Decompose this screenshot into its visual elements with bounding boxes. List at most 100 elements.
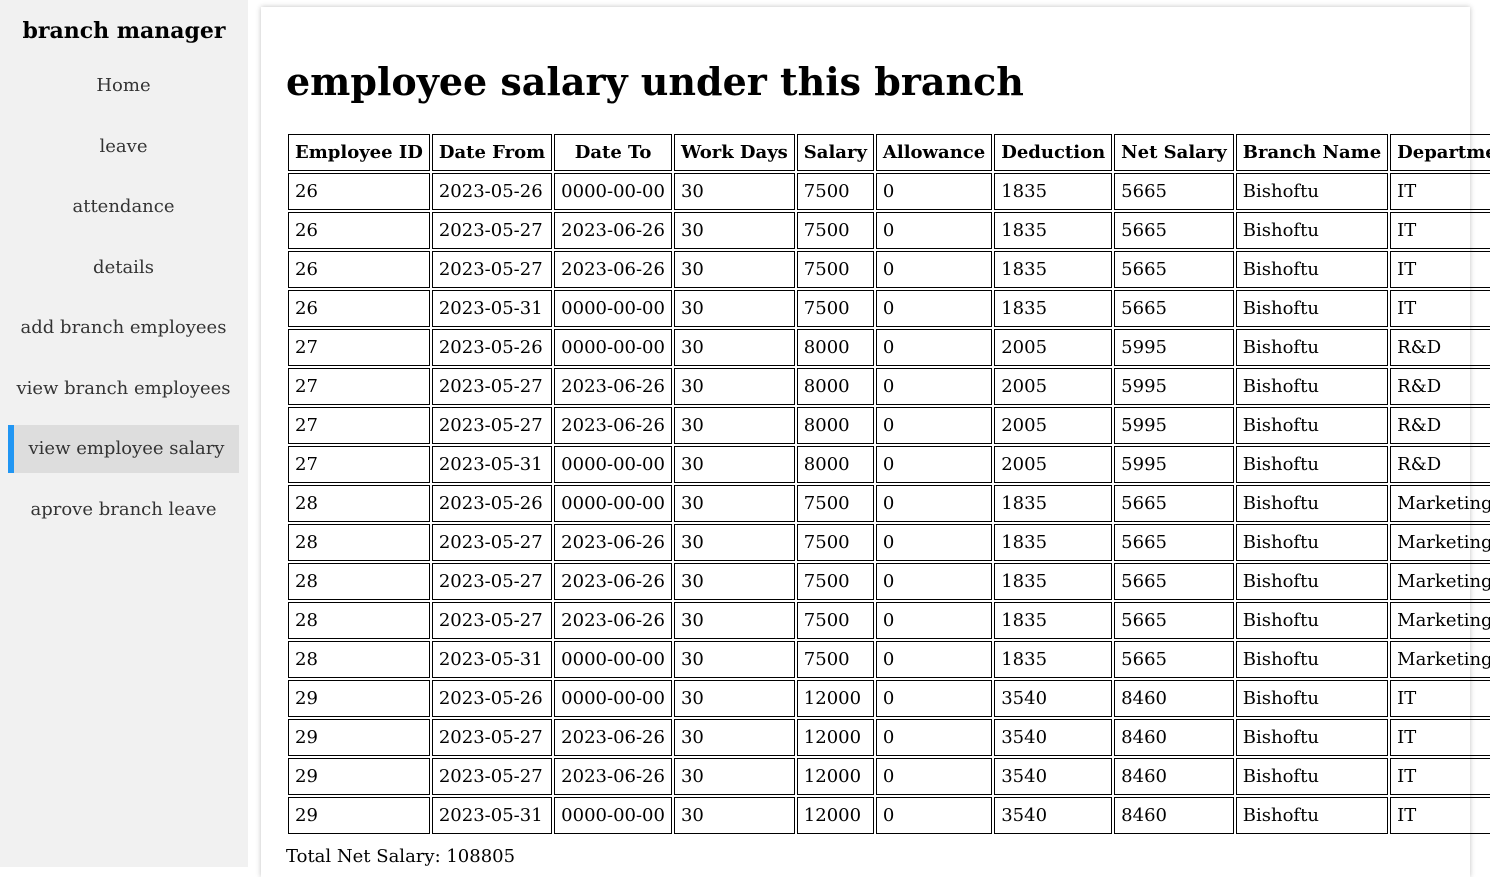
table-body: 26 2023-05-26 0000-00-00 30 7500 0 1835 5665 Bis… (288, 173, 1490, 834)
table-cell: 2023-05-27 (431, 251, 553, 288)
table-cell: Bishoftu (1235, 446, 1389, 483)
table-cell: 0 (875, 797, 993, 834)
table-cell: R&D (1390, 407, 1490, 444)
table-cell: 2023-06-26 (554, 251, 672, 288)
table-cell: 0 (875, 602, 993, 639)
table-cell: 30 (673, 602, 795, 639)
column-header: Allowance (875, 134, 993, 171)
table-cell: 2005 (994, 407, 1113, 444)
sidebar-item-home[interactable]: Home (96, 75, 151, 96)
table-cell: 5665 (1114, 251, 1234, 288)
table-cell: 0 (875, 524, 993, 561)
table-cell: 2023-05-27 (431, 407, 553, 444)
table-cell: 30 (673, 797, 795, 834)
table-cell: 30 (673, 758, 795, 795)
table-cell: 2005 (994, 329, 1113, 366)
table-cell: 29 (288, 680, 430, 717)
table-cell: 8460 (1114, 680, 1234, 717)
table-cell: IT (1390, 758, 1490, 795)
table-row: 26 2023-05-26 0000-00-00 30 7500 0 1835 5665 Bis… (288, 173, 1490, 210)
column-header: Work Days (673, 134, 795, 171)
sidebar: branch manager Home leave attendance det… (0, 0, 248, 867)
table-cell: 27 (288, 446, 430, 483)
table-cell: 28 (288, 485, 430, 522)
table-header-row: Employee ID Date From Date To Work Days Sala… (288, 134, 1490, 171)
table-cell: 0000-00-00 (554, 797, 672, 834)
table-cell: 1835 (994, 602, 1113, 639)
table-cell: 0000-00-00 (554, 329, 672, 366)
table-cell: Bishoftu (1235, 680, 1389, 717)
sidebar-item-attendance[interactable]: attendance (72, 196, 175, 217)
table-cell: 2023-05-26 (431, 329, 553, 366)
table-cell: 0 (875, 680, 993, 717)
table-cell: Bishoftu (1235, 407, 1389, 444)
table-cell: 0 (875, 212, 993, 249)
table-cell: 26 (288, 251, 430, 288)
sidebar-item-add-branch-employees[interactable]: add branch employees (20, 317, 227, 338)
table-cell: 0 (875, 407, 993, 444)
sidebar-item-view-branch-employees[interactable]: view branch employees (16, 377, 231, 399)
sidebar-nav: Home leave attendance details add branch… (8, 62, 239, 546)
column-header: Branch Name (1235, 134, 1389, 171)
table-cell: 5995 (1114, 446, 1234, 483)
table-row: 29 2023-05-27 2023-06-26 30 12000 0 3540 8460 Bi… (288, 758, 1490, 795)
table-cell: 28 (288, 563, 430, 600)
table-cell: 8000 (796, 407, 874, 444)
main-content: employee salary under this branch Employ… (261, 7, 1490, 877)
table-cell: Bishoftu (1235, 485, 1389, 522)
column-header: Department Name (1390, 134, 1490, 171)
table-cell: 0 (875, 485, 993, 522)
sidebar-item-details[interactable]: details (93, 256, 154, 278)
sidebar-item-aprove-branch-leave[interactable]: aprove branch leave (30, 498, 217, 520)
table-row: 26 2023-05-27 2023-06-26 30 7500 0 1835 5665 Bis… (288, 251, 1490, 288)
table-row: 28 2023-05-27 2023-06-26 30 7500 0 1835 5665 Bis… (288, 602, 1490, 639)
table-cell: 2023-06-26 (554, 212, 672, 249)
table-cell: 26 (288, 290, 430, 327)
table-cell: 12000 (796, 758, 874, 795)
table-cell: 30 (673, 329, 795, 366)
table-cell: Bishoftu (1235, 251, 1389, 288)
table-cell: 5665 (1114, 602, 1234, 639)
table-cell: Bishoftu (1235, 290, 1389, 327)
table-cell: 0 (875, 329, 993, 366)
table-cell: 2005 (994, 446, 1113, 483)
table-cell: Bishoftu (1235, 212, 1389, 249)
table-row: 28 2023-05-27 2023-06-26 30 7500 0 1835 5665 Bis… (288, 524, 1490, 561)
table-cell: 0 (875, 173, 993, 210)
table-cell: 7500 (796, 641, 874, 678)
table-cell: 2023-06-26 (554, 524, 672, 561)
table-cell: 29 (288, 719, 430, 756)
table-row: 26 2023-05-27 2023-06-26 30 7500 0 1835 5665 Bis… (288, 212, 1490, 249)
table-cell: 2023-05-26 (431, 485, 553, 522)
table-cell: 30 (673, 680, 795, 717)
table-cell: 8460 (1114, 719, 1234, 756)
table-cell: 30 (673, 212, 795, 249)
table-cell: IT (1390, 212, 1490, 249)
table-cell: 8000 (796, 329, 874, 366)
table-cell: 30 (673, 173, 795, 210)
column-header: Date To (554, 134, 672, 171)
sidebar-item-leave[interactable]: leave (99, 135, 148, 157)
table-cell: Bishoftu (1235, 641, 1389, 678)
table-cell: 1835 (994, 251, 1113, 288)
table-cell: 30 (673, 446, 795, 483)
table-cell: 7500 (796, 602, 874, 639)
table-cell: 30 (673, 290, 795, 327)
sidebar-item-view-employee-salary[interactable]: view employee salary (8, 425, 239, 473)
table-cell: 29 (288, 797, 430, 834)
table-cell: 2023-06-26 (554, 563, 672, 600)
table-cell: IT (1390, 173, 1490, 210)
table-cell: 3540 (994, 797, 1113, 834)
table-cell: 1835 (994, 641, 1113, 678)
table-cell: 2023-06-26 (554, 719, 672, 756)
table-cell: 1835 (994, 485, 1113, 522)
table-cell: 7500 (796, 563, 874, 600)
table-cell: 0 (875, 251, 993, 288)
table-cell: IT (1390, 290, 1490, 327)
table-row: 27 2023-05-26 0000-00-00 30 8000 0 2005 5995 Bis… (288, 329, 1490, 366)
table-cell: 2023-05-26 (431, 173, 553, 210)
table-cell: 1835 (994, 524, 1113, 561)
table-cell: Marketing (1390, 563, 1490, 600)
table-cell: 30 (673, 368, 795, 405)
table-cell: 5665 (1114, 524, 1234, 561)
